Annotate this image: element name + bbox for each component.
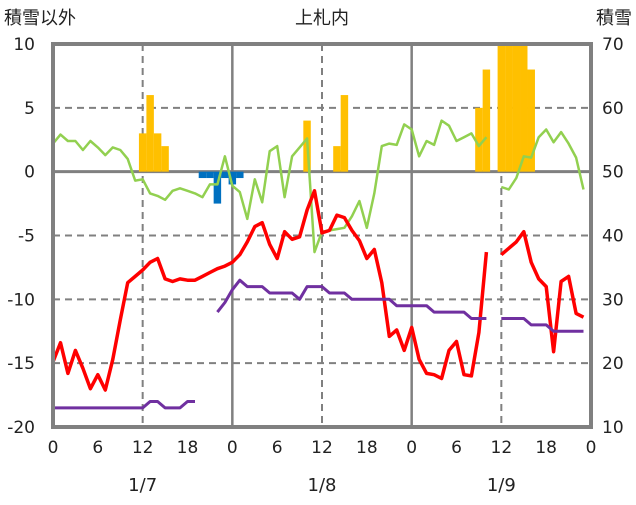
date-label: 1/8: [308, 475, 337, 496]
orange-bars-bar: [138, 133, 147, 172]
date-label: 1/7: [128, 475, 157, 496]
y-tick-left: -10: [7, 290, 35, 310]
orange-bars-bar: [527, 69, 535, 172]
blue-bars-bar: [206, 171, 214, 179]
purple-line-segment: [501, 317, 584, 333]
blue-bars-bar: [213, 171, 222, 204]
x-tick: 6: [92, 438, 103, 458]
right-axis-title: 積雪: [596, 8, 632, 29]
orange-bars-bar: [520, 44, 528, 172]
orange-bars-bar: [505, 44, 513, 172]
x-tick: 12: [132, 438, 154, 458]
series-lines: [51, 119, 585, 410]
purple-line-segment: [53, 400, 195, 410]
date-label: 1/9: [487, 475, 516, 496]
x-tick: 18: [535, 438, 557, 458]
y-tick-left: -15: [7, 354, 35, 374]
orange-bars-bar: [161, 146, 169, 172]
x-tick: 0: [406, 438, 417, 458]
blue-bars-bar: [221, 171, 229, 179]
x-tick: 0: [227, 438, 238, 458]
blue-bars-bar: [228, 171, 237, 185]
x-tick: 12: [311, 438, 333, 458]
orange-bars-bar: [153, 133, 162, 172]
blue-bars-bar: [198, 171, 207, 179]
red-line-segment: [500, 229, 585, 354]
orange-bars-bar: [512, 44, 521, 172]
green-line-segment: [52, 119, 488, 254]
orange-bars-bar: [482, 69, 491, 172]
x-tick: 6: [451, 438, 462, 458]
y-tick-right: 10: [602, 418, 624, 438]
orange-bars-bar: [475, 107, 483, 172]
x-tick: 12: [491, 438, 513, 458]
purple-line-segment: [216, 278, 487, 320]
blue-bars-bar: [236, 171, 244, 179]
red-line-segment: [51, 189, 489, 392]
bars: [138, 44, 535, 204]
y-tick-right: 50: [602, 163, 624, 183]
y-tick-right: 70: [602, 35, 624, 55]
x-tick: 0: [586, 438, 597, 458]
y-tick-right: 20: [602, 354, 624, 374]
y-tick-left: -5: [18, 227, 35, 247]
orange-bars-bar: [340, 95, 349, 172]
y-tick-left: 5: [24, 99, 35, 119]
orange-bars-bar: [333, 146, 341, 172]
y-tick-right: 40: [602, 227, 624, 247]
x-tick: 18: [356, 438, 378, 458]
y-tick-right: 30: [602, 290, 624, 310]
y-tick-left: 0: [24, 163, 35, 183]
x-tick: 0: [48, 438, 59, 458]
green-line-segment: [500, 128, 585, 191]
y-tick-right: 60: [602, 99, 624, 119]
left-axis-title: 積雪以外: [4, 8, 76, 29]
x-tick: 6: [272, 438, 283, 458]
orange-bars-bar: [146, 95, 154, 172]
orange-bars-bar: [497, 44, 506, 172]
chart-title: 上札内: [295, 8, 349, 29]
y-tick-left: 10: [13, 35, 35, 55]
y-tick-left: -20: [7, 418, 35, 438]
x-tick: 18: [177, 438, 199, 458]
plot-frame: [51, 42, 593, 429]
